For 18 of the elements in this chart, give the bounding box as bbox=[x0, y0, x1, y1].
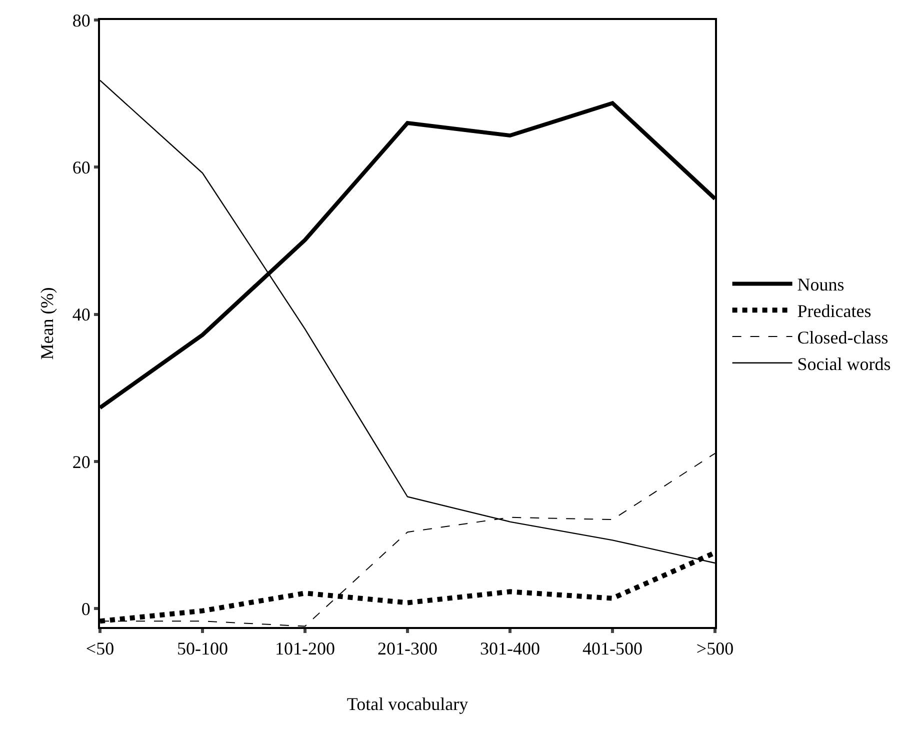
x-tick-label: 401-500 bbox=[582, 638, 642, 659]
x-tick-label: 50-100 bbox=[177, 638, 228, 659]
legend-label: Social words bbox=[797, 354, 891, 374]
y-tick-label: 20 bbox=[72, 452, 90, 472]
legend-label: Nouns bbox=[797, 274, 844, 295]
y-tick-label: 0 bbox=[81, 598, 90, 619]
legend-label: Predicates bbox=[797, 301, 872, 322]
x-tick-label: 301-400 bbox=[480, 638, 540, 659]
x-tick-label: 201-300 bbox=[378, 638, 438, 659]
x-axis-title: Total vocabulary bbox=[346, 694, 468, 714]
y-tick-label: 40 bbox=[72, 304, 90, 325]
legend-label: Closed-class bbox=[797, 328, 888, 348]
x-tick-label: >500 bbox=[696, 638, 734, 659]
x-tick-label: 101-200 bbox=[275, 638, 335, 659]
y-tick-label: 60 bbox=[72, 157, 90, 178]
y-axis-title: Mean (%) bbox=[37, 287, 58, 360]
y-tick-label: 80 bbox=[72, 10, 90, 30]
x-tick-label: <50 bbox=[86, 638, 114, 659]
